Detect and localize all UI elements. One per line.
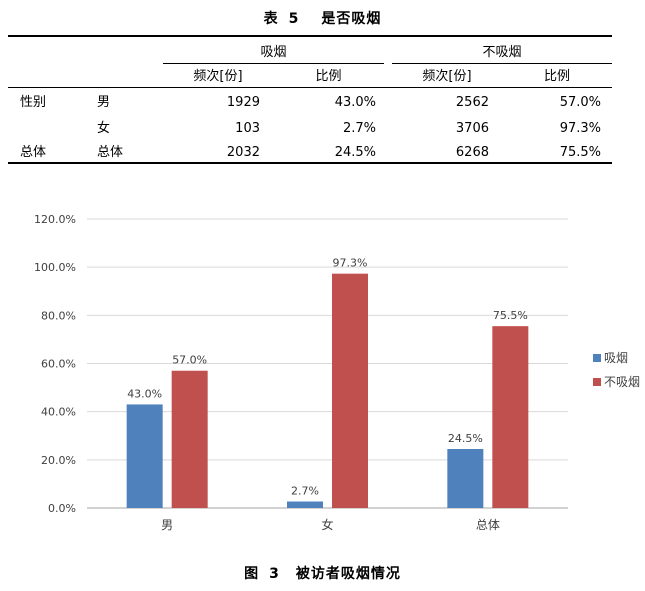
- x-category-label: 女: [321, 517, 333, 532]
- table-number: 5: [288, 11, 300, 27]
- legend-label: 吸烟: [604, 351, 628, 365]
- subheader-nonsmoke-ratio: 比例: [543, 69, 570, 84]
- data-label: 97.3%: [333, 257, 368, 270]
- figure-caption: 图 3 被访者吸烟情况: [0, 563, 645, 583]
- row-group-label: 总体: [20, 145, 47, 160]
- cell-nonsmoke-ratio: 97.3%: [559, 121, 601, 136]
- y-tick-label: 60.0%: [41, 358, 76, 371]
- bar: [126, 404, 163, 508]
- table-label: 表: [263, 11, 279, 27]
- data-label: 2.7%: [291, 484, 319, 497]
- table-title-text: 是否吸烟: [321, 11, 382, 27]
- table-top-rule: [8, 35, 612, 37]
- bar: [332, 273, 368, 508]
- legend-swatch: [593, 378, 601, 386]
- bar: [171, 370, 208, 508]
- x-category-label: 总体: [476, 518, 500, 532]
- header-rule: [8, 87, 612, 88]
- bar: [492, 326, 529, 508]
- y-tick-label: 0.0%: [48, 502, 76, 515]
- data-label: 57.0%: [172, 354, 207, 367]
- y-tick-label: 120.0%: [34, 213, 76, 226]
- cell-smoke-count: 2032: [226, 145, 260, 160]
- table-bottom-rule: [8, 162, 612, 164]
- y-tick-label: 100.0%: [34, 261, 76, 274]
- y-tick-label: 40.0%: [41, 406, 76, 419]
- subheader-smoke-count: 频次[份]: [193, 69, 243, 84]
- cell-smoke-count: 103: [235, 121, 260, 136]
- legend-label: 不吸烟: [604, 375, 640, 389]
- cell-smoke-ratio: 2.7%: [342, 121, 376, 136]
- cell-nonsmoke-count: 2562: [455, 95, 489, 110]
- group-header-nonsmoke: 不吸烟: [482, 45, 522, 60]
- x-category-label: 男: [161, 518, 173, 532]
- cell-smoke-ratio: 43.0%: [334, 95, 376, 110]
- group-underline-smoke: [163, 63, 384, 64]
- cell-nonsmoke-count: 3706: [455, 121, 489, 136]
- bar: [287, 501, 323, 508]
- data-label: 24.5%: [448, 432, 483, 445]
- subheader-nonsmoke-count: 频次[份]: [422, 69, 472, 84]
- y-tick-label: 80.0%: [41, 309, 76, 322]
- row-label: 女: [97, 121, 111, 136]
- figure-label: 图: [244, 566, 260, 582]
- row-label: 男: [97, 95, 111, 110]
- cell-smoke-count: 1929: [226, 95, 260, 110]
- cell-nonsmoke-ratio: 75.5%: [559, 145, 601, 160]
- legend-swatch: [593, 354, 601, 362]
- figure-caption-text: 被访者吸烟情况: [295, 566, 401, 582]
- group-underline-nonsmoke: [392, 63, 612, 64]
- subheader-smoke-ratio: 比例: [315, 69, 342, 84]
- figure-number: 3: [269, 566, 280, 582]
- table-title: 表 5 是否吸烟: [0, 8, 645, 28]
- cell-nonsmoke-ratio: 57.0%: [559, 95, 601, 110]
- data-label: 75.5%: [493, 309, 528, 322]
- y-tick-label: 20.0%: [41, 454, 76, 467]
- bar: [447, 448, 484, 508]
- cell-nonsmoke-count: 6268: [455, 145, 489, 160]
- row-group-label: 性别: [20, 95, 47, 110]
- group-header-smoke: 吸烟: [260, 45, 287, 60]
- row-label: 总体: [97, 145, 124, 160]
- cell-smoke-ratio: 24.5%: [334, 145, 376, 160]
- data-label: 43.0%: [127, 387, 162, 400]
